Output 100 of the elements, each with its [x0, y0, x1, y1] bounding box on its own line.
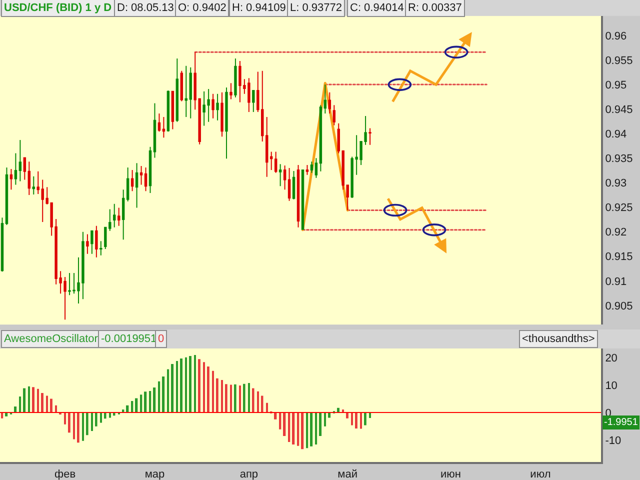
candlestick [301, 169, 304, 230]
candlestick [126, 167, 130, 202]
candlestick [252, 90, 255, 113]
candlestick [328, 92, 332, 114]
bar [239, 386, 241, 413]
text: 0 [158, 333, 164, 345]
candlestick [176, 58, 179, 122]
bar [68, 412, 70, 433]
candlestick [310, 161, 314, 174]
bar [248, 383, 250, 413]
bar [176, 361, 178, 413]
bar [355, 412, 358, 429]
candlestick [314, 158, 318, 178]
bar [91, 412, 93, 431]
candlestick [140, 166, 143, 186]
candlestick [230, 82, 232, 100]
x-tick-label: июн [440, 468, 461, 480]
bar [203, 362, 205, 413]
y-tick-label: 10 [605, 380, 618, 392]
x-tick-label: апр [240, 468, 258, 480]
x-tick-label: мар [144, 468, 165, 480]
candlestick [184, 65, 188, 118]
bar [1, 412, 4, 418]
bar [306, 412, 308, 448]
bar [221, 380, 223, 413]
candlestick [216, 93, 219, 121]
candlestick [319, 104, 322, 172]
bar [140, 394, 142, 413]
bar [230, 384, 232, 413]
bar [351, 412, 353, 426]
y-tick-label: 0.905 [605, 300, 633, 312]
text: <thousandths> [522, 333, 595, 345]
bar [346, 412, 348, 418]
bar [95, 412, 98, 426]
bar [189, 356, 192, 413]
candlestick [32, 176, 35, 196]
bar [50, 398, 52, 413]
bar [77, 412, 80, 443]
bar [46, 396, 48, 413]
bar [185, 357, 187, 413]
bar [86, 412, 88, 436]
candlestick [266, 116, 268, 178]
bar [55, 405, 57, 413]
bar [310, 412, 313, 446]
bar [162, 376, 165, 413]
candlestick [212, 93, 214, 119]
y-tick-label: -10 [605, 434, 622, 447]
bar [324, 412, 326, 426]
y-tick-label: 0.935 [605, 153, 633, 166]
bar [234, 384, 236, 413]
bar [369, 412, 371, 418]
candlestick [23, 156, 26, 180]
bar [73, 412, 75, 440]
candlestick [306, 164, 309, 176]
y-tick-label: 0.945 [605, 104, 633, 116]
bar [149, 391, 152, 413]
x-tick-label: май [338, 468, 358, 480]
bar [180, 358, 182, 413]
candlestick [332, 104, 336, 126]
bar [257, 391, 259, 413]
text: -1.9951 [604, 417, 638, 428]
y-tick-label: 0.915 [605, 251, 633, 264]
candlestick [162, 116, 166, 138]
candlestick [368, 128, 372, 146]
candlestick [5, 167, 8, 226]
candlestick [113, 203, 116, 228]
candlestick [86, 234, 89, 254]
bar [158, 381, 160, 413]
bar [41, 392, 44, 413]
y-tick-label: 0.92 [605, 226, 627, 239]
bar [153, 387, 156, 413]
candlestick [28, 161, 31, 196]
bar [109, 412, 111, 418]
bar [319, 412, 322, 436]
y-tick-label: 20 [605, 352, 618, 364]
bar [364, 412, 366, 426]
bar [64, 412, 66, 424]
candlestick [180, 70, 184, 102]
bar [360, 412, 362, 429]
bar [297, 412, 300, 446]
x-tick-label: июл [530, 468, 551, 480]
bar [266, 402, 268, 413]
candlestick [324, 84, 327, 114]
bar [292, 412, 295, 445]
candlestick [158, 113, 161, 132]
bar [212, 370, 214, 413]
candlestick [225, 87, 228, 160]
text: H: 0.94109 [232, 2, 286, 14]
candlestick [166, 90, 170, 132]
candlestick [292, 170, 296, 200]
bar [315, 412, 318, 445]
text: O: 0.9402 [178, 2, 226, 14]
y-tick-label: 0.955 [605, 54, 633, 67]
bar [104, 412, 106, 419]
candlestick [14, 152, 18, 186]
candlestick [270, 151, 273, 170]
y-tick-label: 0.93 [605, 178, 627, 190]
y-tick-label: 0.94 [605, 128, 627, 140]
bar [252, 388, 254, 413]
bar [171, 364, 174, 413]
